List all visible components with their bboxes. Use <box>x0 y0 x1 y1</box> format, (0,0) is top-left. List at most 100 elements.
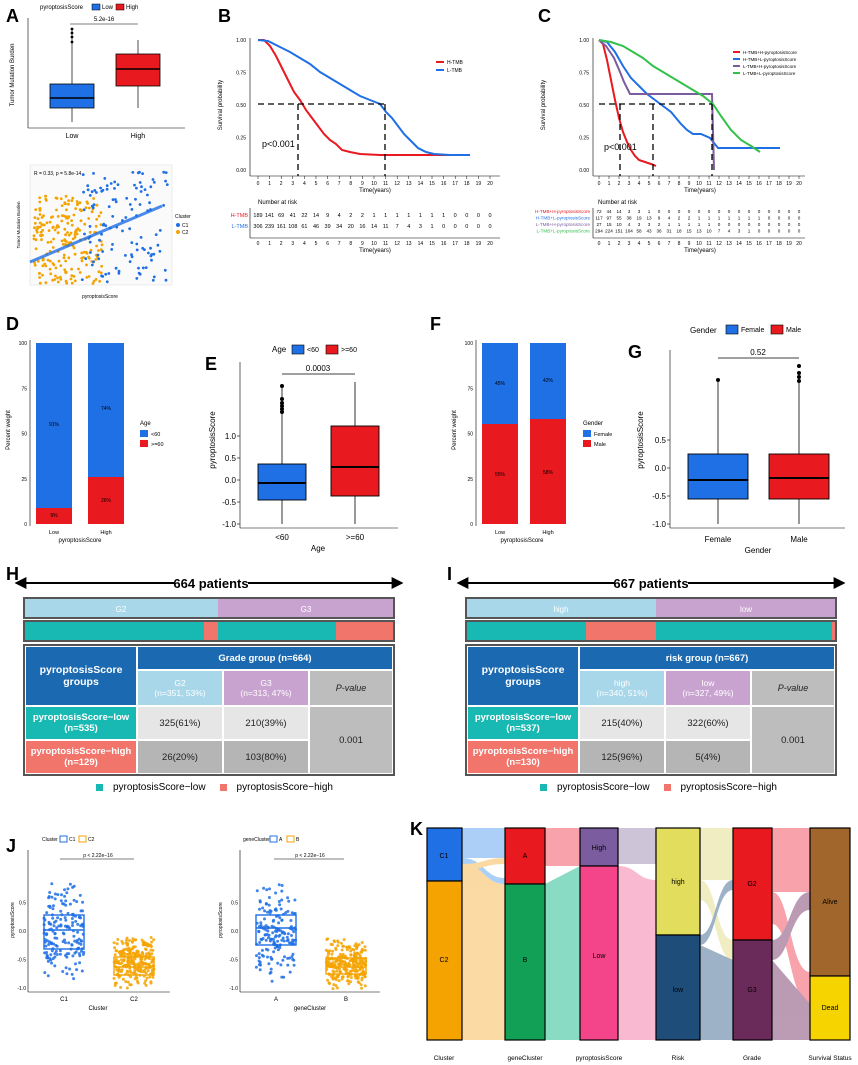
j-point-c1 <box>72 977 76 981</box>
j-point-c1 <box>55 936 59 940</box>
j-point-a <box>257 963 261 967</box>
j-point-b <box>338 952 342 956</box>
c-risk-value: 1 <box>678 222 681 227</box>
a-scatter-point-c1 <box>130 253 133 257</box>
e-xcat-ge60: >=60 <box>346 533 365 542</box>
j-point-a <box>274 891 278 895</box>
j-point-c1 <box>50 882 54 886</box>
j-point-c1 <box>67 941 71 945</box>
a-scatter-point-c1 <box>105 280 109 284</box>
j-point-c2 <box>125 986 129 990</box>
j-point-c1 <box>51 957 55 961</box>
c-xtick: 1 <box>608 181 611 187</box>
j-point-a <box>280 938 284 942</box>
c-xtick: 10 <box>696 181 702 187</box>
b-risk-value: 0 <box>454 224 457 230</box>
h-legend-high: pyroptosisScore−high <box>236 781 333 793</box>
j-point-c1 <box>51 907 55 911</box>
j-right-xlabel: geneCluster <box>294 1006 326 1012</box>
c-risk-xtick: 15 <box>746 241 752 247</box>
j-point-c1 <box>65 925 69 929</box>
j-point-c1 <box>52 904 55 908</box>
panel-e: E Age <60 >=60 pyroptosisScore -1.0 -0.5 0… <box>205 344 398 553</box>
b-risk-value: 34 <box>336 224 342 230</box>
j-point-b <box>332 970 336 974</box>
a-scatter-point-c2 <box>52 237 55 241</box>
j-point-a <box>265 933 269 936</box>
j-point-a <box>272 950 276 954</box>
j-point-b <box>363 984 367 988</box>
d-yticks: 0 25 50 75 100 <box>19 341 28 528</box>
c-risk-value: 294 <box>595 229 603 234</box>
a-scatter-point-c1 <box>152 180 156 184</box>
b-risk-value: 0 <box>465 213 468 219</box>
a-scatter-point-c2 <box>70 199 74 203</box>
j-point-b <box>345 948 349 952</box>
i-col-pvalue: P-value <box>752 671 834 705</box>
j-point-c1 <box>60 893 63 897</box>
b-risk-xtick: 20 <box>487 241 493 247</box>
j-point-a <box>257 952 261 956</box>
j-point-c2 <box>144 947 147 951</box>
j-point-c1 <box>65 972 69 976</box>
h-cell-low-g3: 210(39%) <box>224 707 308 739</box>
j-point-c1 <box>63 888 66 892</box>
c-risk-value: 0 <box>778 229 781 234</box>
j-point-a <box>264 924 268 928</box>
a-scatter-point-c2 <box>54 274 57 278</box>
c-risk-value: 117 <box>595 216 603 221</box>
a-scatter-point-c1 <box>138 181 142 184</box>
c-ytick: 0.50 <box>579 103 589 109</box>
a-scatter-point-c2 <box>65 208 68 212</box>
j-point-c1 <box>64 941 67 945</box>
c-risk-xtick: 5 <box>648 241 651 247</box>
a-scatter-point-c1 <box>154 233 158 237</box>
a-scatter-point-c2 <box>90 210 94 214</box>
j-point-c2 <box>117 968 121 972</box>
a-scatter-point-c2 <box>38 272 41 275</box>
a-scatter-point-c2 <box>51 278 55 282</box>
b-xtick: 15 <box>429 181 435 187</box>
a-scatter-point-c2 <box>86 202 89 205</box>
j-point-c2 <box>142 940 146 944</box>
c-risk-value: 3 <box>738 229 741 234</box>
a-scatter-point-c1 <box>82 190 85 194</box>
a-scatter-point-c2 <box>65 281 69 285</box>
c-curve-ll <box>598 39 761 153</box>
b-risk-value: 39 <box>325 224 331 230</box>
j-point-a <box>266 936 270 940</box>
g-ylabel: pyroptosisScore <box>636 411 645 469</box>
b-ytick: 0.75 <box>236 71 246 77</box>
b-risk-value: 1 <box>430 224 433 230</box>
j-point-c1 <box>53 932 57 935</box>
j-point-a <box>259 921 263 925</box>
j-point-c1 <box>45 951 49 954</box>
j-point-a <box>280 884 284 887</box>
a-scatter-point-c1 <box>135 277 139 280</box>
j-left-legend-title: Cluster <box>42 837 58 843</box>
j-point-c1 <box>74 962 77 966</box>
j-point-c2 <box>126 980 130 984</box>
a-scatter-point-c2 <box>48 220 52 224</box>
j-point-c1 <box>80 949 83 953</box>
e-ytick: -1.0 <box>222 520 236 529</box>
b-risk-value: 1 <box>372 213 375 219</box>
a-scatter-point-c2 <box>44 194 48 198</box>
c-pvalue: p<0.001 <box>604 142 637 152</box>
c-curve-lh <box>598 39 715 171</box>
j-point-a <box>286 963 290 967</box>
j-point-c1 <box>47 904 51 908</box>
j-point-c1 <box>71 921 75 925</box>
j-point-a <box>283 955 286 959</box>
j-point-b <box>336 944 340 948</box>
a-scatter-point-c2 <box>89 248 93 252</box>
c-xtick: 6 <box>658 181 661 187</box>
j-point-c2 <box>150 952 154 956</box>
a-scatter-point-c2 <box>34 208 38 212</box>
a-scatter-point-c1 <box>105 184 109 188</box>
j-point-c2 <box>148 957 151 961</box>
j-point-a <box>277 900 281 903</box>
c-risk-value: 0 <box>738 209 741 214</box>
a-scatter-point-c1 <box>125 196 129 200</box>
b-xtick: 18 <box>464 181 470 187</box>
